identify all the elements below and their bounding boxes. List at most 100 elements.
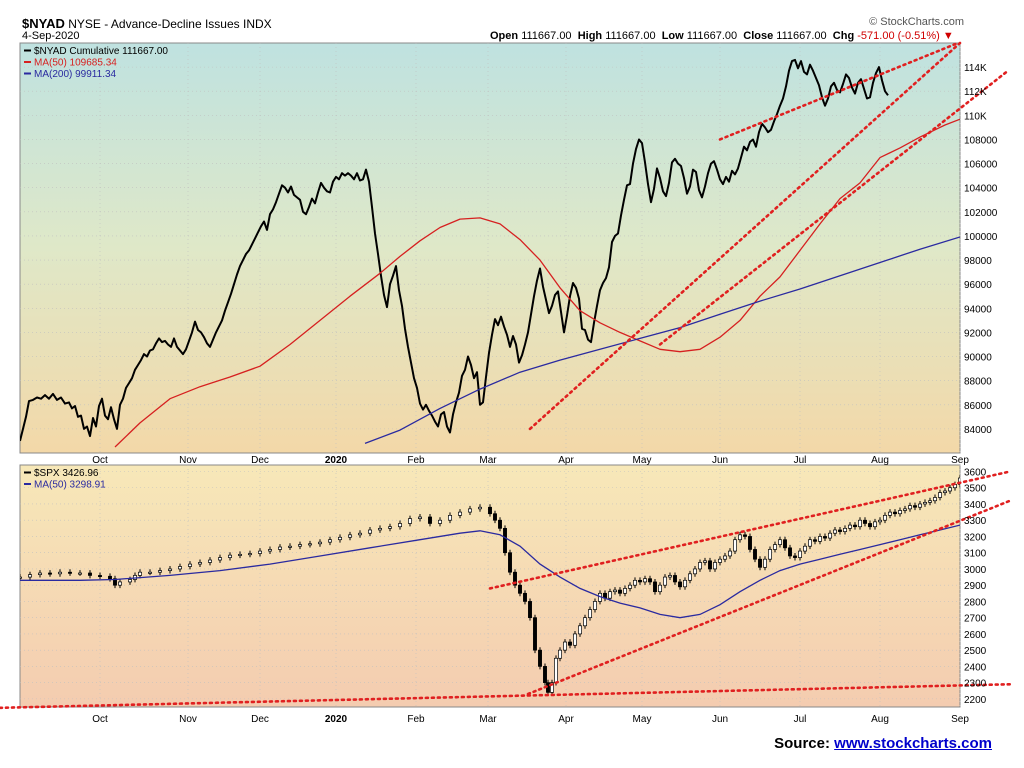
- candle-body: [928, 500, 932, 503]
- top-trendline: [528, 41, 962, 431]
- top-xtick-label: 2020: [325, 455, 348, 466]
- candle-body: [148, 571, 152, 574]
- bottom-ytick-label: 3100: [964, 549, 987, 560]
- candle-body: [503, 527, 507, 554]
- high-label: High: [577, 30, 603, 42]
- top-xtick-label: May: [633, 455, 652, 466]
- brand-label: © StockCharts.com: [869, 16, 964, 28]
- candle-body: [643, 578, 647, 583]
- bottom-xtick-label: Jun: [712, 714, 728, 725]
- candle-body: [458, 511, 462, 516]
- top-xtick-label: Aug: [871, 455, 889, 466]
- candle-body: [718, 558, 722, 563]
- candle-body: [663, 576, 667, 586]
- candle-body: [658, 584, 662, 593]
- top-ytick-label: 90000: [964, 353, 992, 364]
- candle-body: [58, 571, 62, 575]
- index-tag: INDX: [242, 17, 272, 31]
- bottom-grid: [20, 465, 961, 707]
- low-label: Low: [661, 30, 684, 42]
- bottom-xtick-label: May: [633, 714, 652, 725]
- candle-body: [368, 529, 372, 534]
- bottom-xtick-label: Mar: [479, 714, 497, 725]
- candle-body: [308, 543, 312, 546]
- bottom-xtick-label: Sep: [951, 714, 969, 725]
- open-label: Open: [490, 30, 519, 42]
- chg-label: Chg: [832, 30, 855, 42]
- source-link[interactable]: www.stockcharts.com: [834, 735, 992, 752]
- candle-body: [348, 534, 352, 538]
- candle-body: [98, 575, 102, 577]
- close-label: Close: [743, 30, 774, 42]
- candle-body: [698, 562, 702, 570]
- candle-body: [523, 592, 527, 602]
- candle-body: [478, 506, 482, 510]
- top-xtick-label: Oct: [92, 455, 108, 466]
- high-value: 111667.00: [605, 30, 656, 42]
- bottom-ytick-label: 3500: [964, 484, 987, 495]
- candle-body: [168, 568, 172, 571]
- candle-body: [708, 560, 712, 570]
- candle-body: [328, 539, 332, 543]
- candle-body: [493, 513, 497, 521]
- candle-body: [554, 657, 558, 683]
- candle-body: [888, 511, 892, 516]
- candle-body: [828, 532, 832, 539]
- candle-body: [498, 519, 502, 529]
- bottom-xtick-label: Feb: [407, 714, 425, 725]
- candle-body: [668, 575, 672, 578]
- candle-body: [538, 649, 542, 667]
- candle-body: [513, 571, 517, 586]
- spx-ma50-line: [20, 524, 960, 619]
- candle-body: [78, 572, 82, 575]
- candle-body: [853, 524, 857, 528]
- candle-body: [813, 539, 817, 542]
- bottom-ytick-label: 3600: [964, 467, 987, 478]
- candle-body: [488, 506, 492, 515]
- top-ytick-label: 96000: [964, 280, 992, 291]
- candle-body: [803, 545, 807, 552]
- candle-body: [518, 584, 522, 594]
- candle-body: [933, 497, 937, 502]
- candle-body: [583, 617, 587, 627]
- top-legend-text: MA(50) 109685.34: [34, 58, 117, 69]
- candle-body: [878, 519, 882, 523]
- candle-body: [618, 589, 622, 594]
- candle-body: [608, 591, 612, 599]
- bottom-legend-text: MA(50) 3298.91: [34, 480, 106, 491]
- candle-body: [843, 527, 847, 532]
- candle-body: [793, 555, 797, 558]
- candle-body: [688, 573, 692, 581]
- bottom-trendline: [526, 499, 1012, 696]
- candle-body: [753, 549, 757, 560]
- candle-body: [648, 578, 652, 583]
- candle-body: [578, 625, 582, 635]
- candle-body: [398, 523, 402, 528]
- bottom-legend-text: $SPX 3426.96: [34, 468, 99, 479]
- top-xtick-label: Jul: [794, 455, 807, 466]
- candle-body: [563, 641, 567, 651]
- candle-body: [733, 539, 737, 552]
- candle-body: [923, 502, 927, 505]
- top-ytick-label: 98000: [964, 256, 992, 267]
- bottom-ytick-label: 2500: [964, 646, 987, 657]
- bottom-plot: [20, 475, 960, 696]
- candle-body: [703, 560, 707, 563]
- top-xtick-label: Dec: [251, 455, 269, 466]
- candle-body: [178, 566, 182, 570]
- candle-body: [748, 536, 752, 550]
- ohlc-readout: Open 111667.00 High 111667.00 Low 111667…: [490, 30, 954, 42]
- bottom-ytick-label: 2900: [964, 581, 987, 592]
- bottom-ytick-label: 3000: [964, 565, 987, 576]
- top-ytick-label: 104000: [964, 184, 998, 195]
- candle-body: [108, 575, 112, 580]
- candle-body: [558, 649, 562, 659]
- top-ytick-label: 102000: [964, 208, 998, 219]
- candle-body: [873, 521, 877, 528]
- candle-body: [438, 519, 442, 524]
- candle-body: [763, 558, 767, 568]
- candle-body: [778, 539, 782, 545]
- candle-body: [550, 682, 554, 693]
- top-xtick-label: Jun: [712, 455, 728, 466]
- candle-body: [408, 518, 412, 524]
